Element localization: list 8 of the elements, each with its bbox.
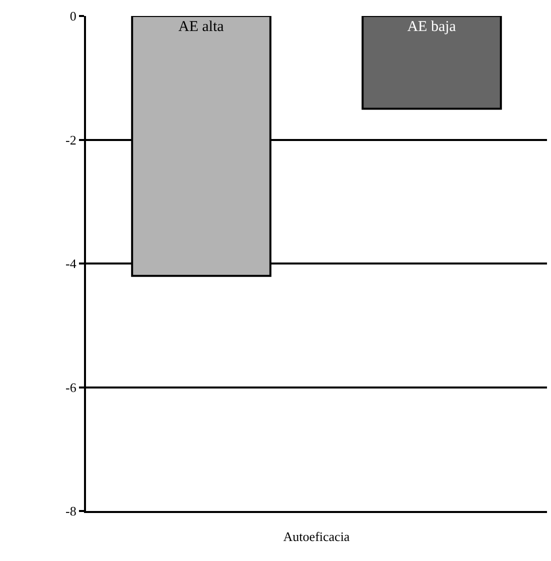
y-tick-label: -4 xyxy=(66,256,77,272)
y-tick-label: -8 xyxy=(66,504,76,519)
y-tick-label: -2 xyxy=(66,132,76,148)
x-tick-label: AE baja xyxy=(407,19,456,35)
x-axis-title: Autoeficacia xyxy=(283,529,350,544)
y-tick-label: 0 xyxy=(70,8,76,24)
x-tick-label: AE alta xyxy=(178,19,224,35)
y-tick-label: -6 xyxy=(66,380,77,395)
